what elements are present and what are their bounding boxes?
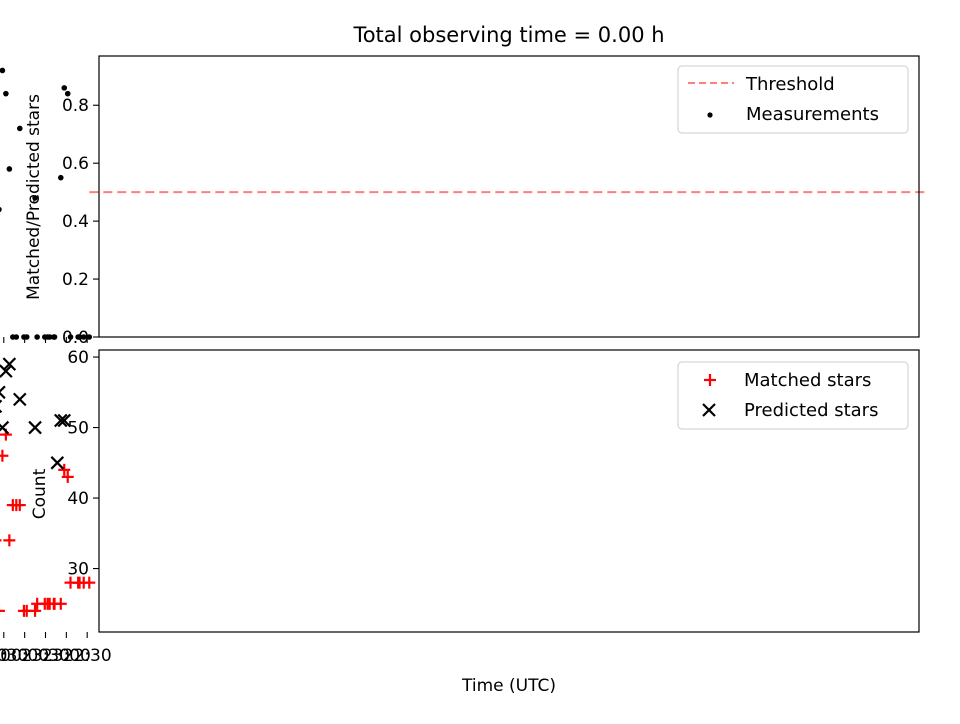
predicted-stars-point xyxy=(28,420,42,435)
legend-threshold-label: Threshold xyxy=(745,74,835,95)
legend-predicted-label: Predicted stars xyxy=(744,400,878,421)
measurement-point xyxy=(57,174,64,181)
predicted-stars-point xyxy=(0,420,10,435)
ratio-y-tick-label: 0.6 xyxy=(62,154,89,174)
count-y-tick-label: 60 xyxy=(67,348,89,368)
x-tick-label: 23:30 xyxy=(21,646,70,666)
ratio-y-tick-label: 0.0 xyxy=(62,328,89,348)
predicted-stars-point xyxy=(0,385,6,400)
matched-stars-point xyxy=(64,576,77,589)
matched-stars-point xyxy=(58,463,71,476)
ratio-y-tick-label: 0.2 xyxy=(62,270,89,290)
legend-measurements-label: Measurements xyxy=(746,104,879,125)
measurement-point xyxy=(86,334,93,340)
measurement-point xyxy=(0,67,6,74)
x-tick-label: 00:30 xyxy=(0,646,28,666)
count-axes-frame xyxy=(98,349,920,633)
x-tick-label: 01:00 xyxy=(0,646,7,666)
count-legend: Matched stars Predicted stars xyxy=(677,361,909,430)
legend-matched-swatch xyxy=(704,374,716,386)
measurement-point xyxy=(41,334,48,340)
matched-stars-point xyxy=(31,597,44,610)
chart-title: Total observing time = 0.00 h xyxy=(352,23,664,47)
predicted-stars-point xyxy=(50,456,65,470)
matched-stars-point xyxy=(3,534,16,547)
ratio-y-tick-label: 0.4 xyxy=(62,212,89,232)
ratio-legend: Threshold Measurements xyxy=(677,65,909,134)
predicted-stars-point xyxy=(2,357,17,371)
measurement-point xyxy=(3,90,9,97)
matched-stars-point xyxy=(6,499,19,512)
measurement-point xyxy=(21,334,27,340)
measurement-point xyxy=(10,334,16,340)
matched-stars-series xyxy=(0,428,96,617)
measurement-point xyxy=(67,334,74,340)
legend-matched-label: Matched stars xyxy=(744,370,871,391)
x-axis-label: Time (UTC) xyxy=(461,676,556,696)
x-tick-label: 22:30 xyxy=(63,646,112,666)
ratio-y-axis-label: Matched/Predicted stars xyxy=(24,94,44,300)
measurement-point xyxy=(80,334,87,340)
count-y-tick-label: 30 xyxy=(67,560,89,580)
x-tick-label: 00:00 xyxy=(0,646,49,666)
count-y-tick-label: 50 xyxy=(67,419,89,439)
matched-stars-point xyxy=(0,539,2,542)
measurement-point xyxy=(0,206,2,213)
matched-stars-point xyxy=(0,449,9,462)
measurement-point xyxy=(51,334,57,340)
matched-stars-point xyxy=(0,604,5,617)
legend-measurements-swatch xyxy=(707,112,713,118)
measurement-point xyxy=(64,90,71,97)
ratio-y-tick-label: 0.8 xyxy=(62,96,89,116)
predicted-stars-series xyxy=(0,357,72,470)
matched-stars-point xyxy=(61,470,74,483)
predicted-stars-point xyxy=(0,399,3,414)
predicted-stars-point xyxy=(54,413,68,428)
x-tick-label: 23:00 xyxy=(42,646,91,666)
measurement-point xyxy=(16,125,23,132)
measurements-series xyxy=(0,67,93,340)
legend-predicted-swatch xyxy=(702,403,716,417)
predicted-stars-point xyxy=(0,364,13,378)
measurement-point xyxy=(32,195,38,201)
measurement-point xyxy=(6,166,13,172)
count-y-axis-label: Count xyxy=(30,468,50,519)
predicted-stars-point xyxy=(57,413,72,428)
ratio-axes-frame xyxy=(98,55,920,338)
predicted-stars-point xyxy=(13,392,27,407)
measurement-point xyxy=(34,334,40,340)
measurement-point xyxy=(75,334,81,340)
measurement-point xyxy=(61,85,68,91)
count-y-tick-label: 40 xyxy=(67,489,89,509)
matched-stars-point xyxy=(17,604,30,617)
ratio-panel: 0.00.20.40.60.8 Matched/Predicted stars … xyxy=(0,55,928,348)
